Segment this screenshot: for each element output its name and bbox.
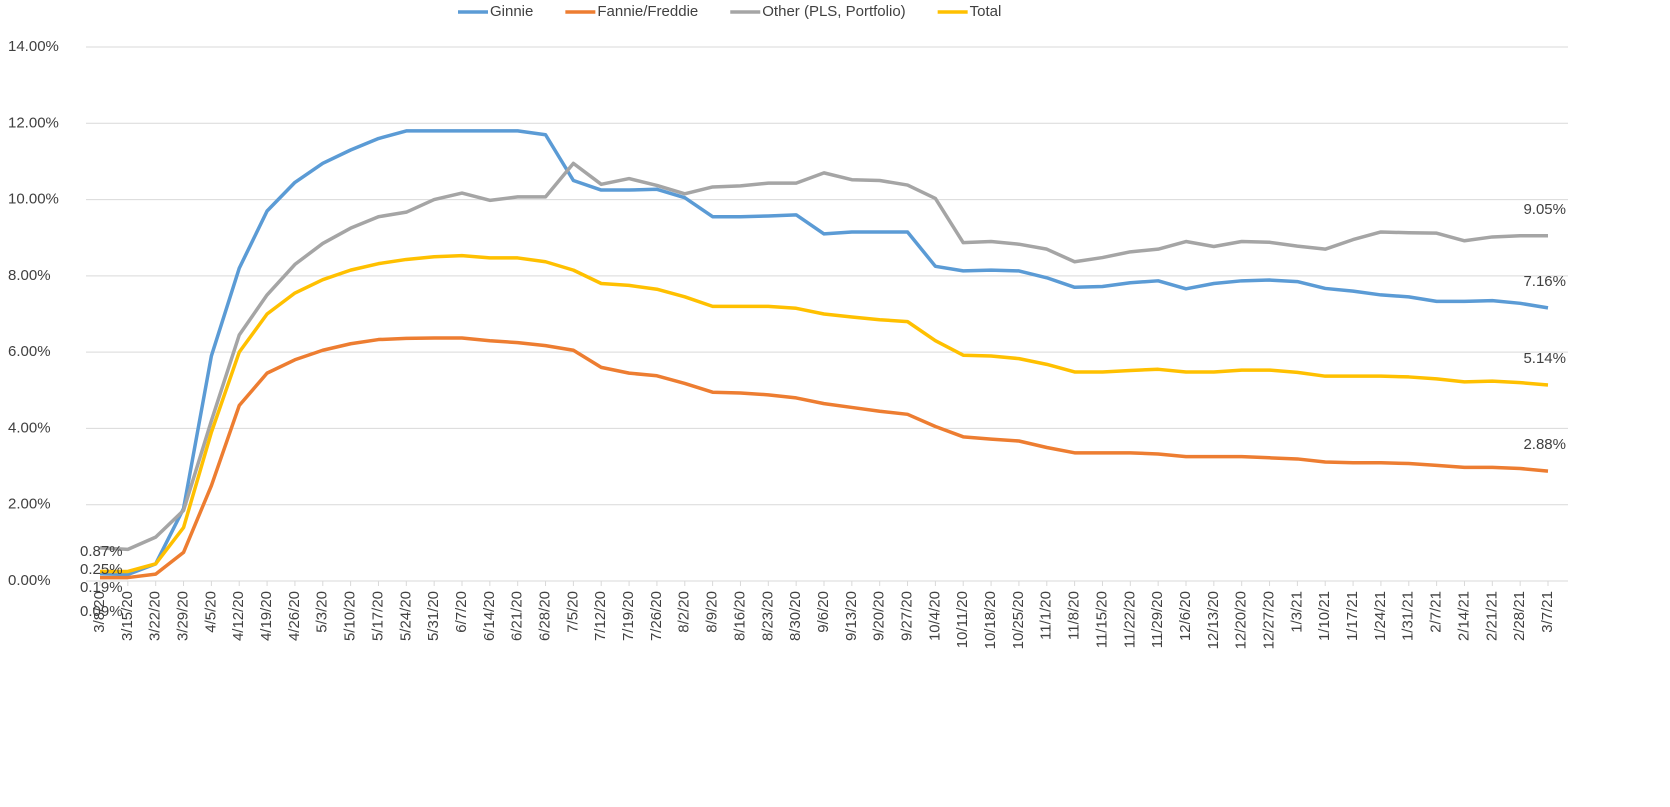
x-tick-label: 6/28/20 — [537, 591, 554, 641]
x-tick-label: 11/8/20 — [1066, 591, 1083, 640]
x-tick-label: 3/29/20 — [175, 591, 192, 641]
x-tick-label: 6/7/20 — [453, 591, 470, 633]
data-label: 7.16% — [1523, 273, 1566, 290]
y-tick-label: 4.00% — [8, 419, 51, 436]
x-tick-label: 10/4/20 — [926, 591, 943, 641]
x-tick-label: 5/10/20 — [342, 591, 359, 641]
data-label: 0.25% — [80, 561, 123, 578]
x-tick-label: 3/7/21 — [1539, 591, 1556, 633]
x-tick-label: 9/20/20 — [871, 591, 888, 641]
x-tick-label: 6/14/20 — [481, 591, 498, 641]
data-label: 0.09% — [80, 603, 123, 620]
x-tick-label: 12/27/20 — [1261, 591, 1278, 649]
x-tick-label: 1/10/21 — [1316, 591, 1333, 641]
x-tick-label: 1/31/21 — [1400, 591, 1417, 641]
x-tick-label: 9/13/20 — [843, 591, 860, 641]
legend-label: Ginnie — [490, 3, 533, 20]
x-tick-label: 3/8/20 — [91, 591, 108, 633]
x-tick-label: 1/17/21 — [1344, 591, 1361, 641]
y-tick-label: 14.00% — [8, 38, 59, 55]
x-tick-label: 8/2/20 — [676, 591, 693, 633]
series-line — [99, 161, 1548, 552]
x-tick-label: 8/23/20 — [759, 591, 776, 641]
x-tick-label: 7/5/20 — [564, 591, 581, 633]
y-tick-label: 8.00% — [8, 267, 51, 284]
series-line — [100, 336, 1549, 580]
y-tick-label: 2.00% — [8, 496, 51, 513]
x-tick-label: 3/15/20 — [119, 591, 136, 641]
data-label: 2.88% — [1523, 436, 1566, 453]
x-tick-label: 9/6/20 — [815, 591, 832, 633]
y-tick-label: 12.00% — [8, 114, 59, 131]
x-tick-label: 3/22/20 — [147, 591, 164, 641]
legend-label: Fannie/Freddie — [597, 3, 698, 20]
x-tick-label: 10/11/20 — [954, 591, 971, 648]
y-tick-label: 6.00% — [8, 343, 51, 360]
x-tick-label: 5/24/20 — [397, 591, 414, 641]
x-tick-label: 11/1/20 — [1038, 591, 1055, 640]
x-tick-label: 12/6/20 — [1177, 591, 1194, 641]
x-tick-label: 11/22/20 — [1121, 591, 1138, 648]
legend-label: Other (PLS, Portfolio) — [762, 3, 905, 20]
x-tick-label: 1/3/21 — [1288, 591, 1305, 633]
x-tick-label: 8/9/20 — [704, 591, 721, 633]
x-tick-label: 2/14/21 — [1455, 591, 1472, 641]
x-tick-label: 4/19/20 — [258, 591, 275, 641]
x-tick-label: 4/5/20 — [202, 591, 219, 633]
x-tick-label: 5/31/20 — [425, 591, 442, 641]
x-tick-label: 5/17/20 — [369, 591, 386, 641]
x-tick-label: 2/7/21 — [1428, 591, 1445, 633]
x-tick-label: 1/24/21 — [1372, 591, 1389, 641]
x-tick-label: 5/3/20 — [314, 591, 331, 633]
x-tick-label: 7/26/20 — [648, 591, 665, 641]
x-tick-label: 8/16/20 — [731, 591, 748, 641]
data-label: 9.05% — [1523, 201, 1566, 218]
x-tick-label: 4/12/20 — [230, 591, 247, 641]
data-label: 5.14% — [1523, 350, 1566, 367]
x-tick-label: 11/29/20 — [1149, 591, 1166, 648]
x-tick-label: 7/12/20 — [592, 591, 609, 641]
series-line — [100, 253, 1549, 574]
x-tick-label: 8/30/20 — [787, 591, 804, 641]
x-tick-label: 6/21/20 — [509, 591, 526, 641]
x-tick-label: 7/19/20 — [620, 591, 637, 641]
x-tick-label: 4/26/20 — [286, 591, 303, 641]
x-tick-label: 10/25/20 — [1010, 591, 1027, 649]
series-line — [99, 129, 1549, 577]
legend-label: Total — [970, 3, 1002, 20]
y-tick-label: 10.00% — [8, 191, 59, 208]
x-tick-label: 9/27/20 — [899, 591, 916, 641]
x-tick-label: 2/21/21 — [1483, 591, 1500, 641]
x-tick-label: 10/18/20 — [982, 591, 999, 649]
x-tick-label: 12/20/20 — [1233, 591, 1250, 649]
x-tick-label: 12/13/20 — [1205, 591, 1222, 649]
x-tick-label: 2/28/21 — [1511, 591, 1528, 641]
x-tick-label: 11/15/20 — [1093, 591, 1110, 648]
data-label: 0.87% — [80, 543, 123, 560]
data-label: 0.19% — [80, 579, 123, 596]
y-tick-label: 0.00% — [8, 572, 51, 589]
